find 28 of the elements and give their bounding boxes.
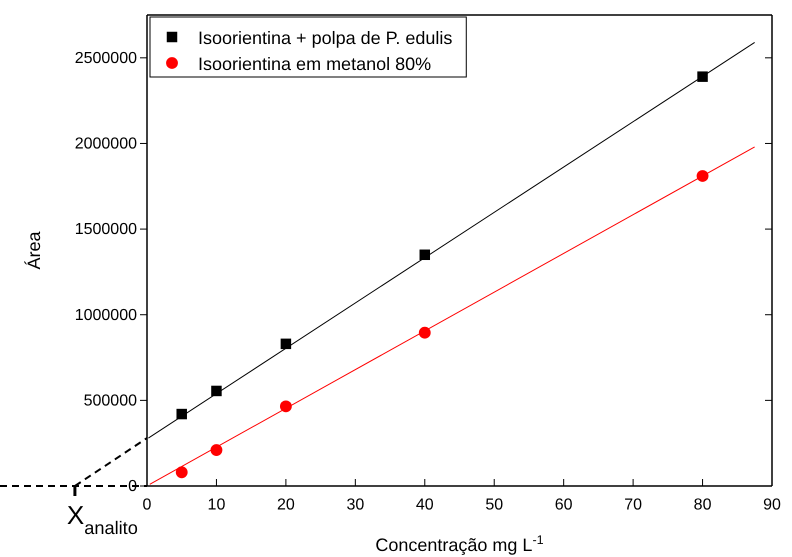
point (696, 170, 708, 182)
point (418, 326, 431, 339)
point (280, 338, 292, 350)
y-tick-label: 2000000 (74, 136, 138, 153)
point (176, 466, 188, 478)
point (211, 386, 222, 396)
x-tick-label: 70 (624, 496, 642, 514)
x-tick-label: 40 (416, 496, 434, 514)
x-axis-title: Concentração mg L$^{-1}$ (375, 533, 544, 555)
point (210, 444, 222, 456)
point (420, 250, 430, 260)
x-tick-label: 0 (142, 496, 152, 514)
y-tick-label: 2500000 (74, 50, 138, 67)
x-tick-label: 30 (346, 496, 364, 514)
y-tick-label: 500000 (84, 392, 138, 410)
legend-label: Isoorientina + polpa de P. edulis (198, 28, 452, 48)
x-tick-label: 20 (276, 496, 295, 514)
x-tick-label: 10 (208, 496, 226, 514)
x-tick-label: 60 (554, 496, 573, 514)
y-tick-label: 1000000 (74, 306, 138, 324)
y-tick-label: 1500000 (74, 221, 138, 238)
x-tick-label: 90 (763, 496, 781, 514)
text: X$_{analito}$ (66, 500, 138, 538)
x-tick-label: 50 (485, 496, 504, 514)
y-axis-title: Área (24, 230, 44, 270)
legend-label: Isoorientina em metanol 80% (198, 54, 432, 74)
point (280, 400, 292, 412)
x-tick-label: 80 (694, 496, 712, 514)
